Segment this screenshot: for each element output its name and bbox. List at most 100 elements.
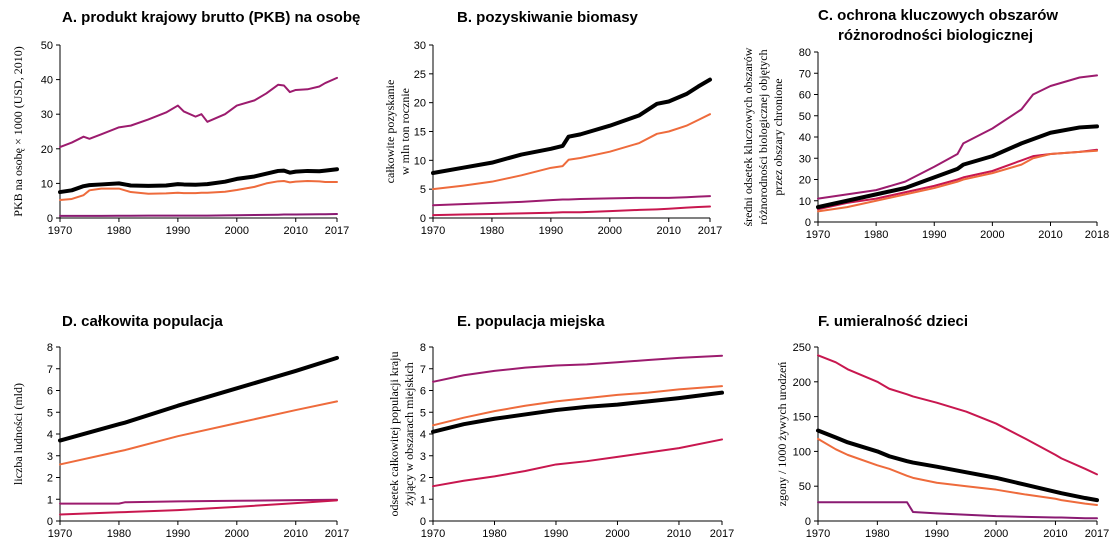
y-tick-label: 10 [799, 196, 811, 208]
y-tick-label: 150 [793, 412, 811, 424]
y-axis-label: zgony / 1000 żywych urodzeń [775, 362, 789, 507]
panel-title: E. populacja miejska [457, 313, 605, 330]
x-tick-label: 2000 [984, 528, 1008, 540]
y-tick-label: 200 [793, 377, 811, 389]
y-tick-label: 50 [799, 111, 811, 123]
x-tick-label: 2017 [325, 225, 349, 237]
series-line [431, 390, 724, 434]
series-line [59, 498, 338, 505]
series-line [58, 167, 339, 195]
x-tick-label: 2000 [605, 528, 629, 540]
panel-title: C. ochrona kluczowych obszarów [818, 7, 1058, 24]
y-tick-label: 5 [420, 407, 426, 419]
y-tick-label: 60 [799, 90, 811, 102]
x-tick-label: 1980 [865, 528, 889, 540]
y-tick-label: 2 [420, 473, 426, 485]
y-tick-label: 7 [420, 364, 426, 376]
y-axis-label: różnorodności biologicznej objętych [756, 49, 770, 224]
y-tick-label: 0 [805, 516, 811, 528]
series-line [59, 499, 338, 516]
y-tick-label: 80 [799, 47, 811, 59]
x-tick-label: 1990 [924, 528, 948, 540]
y-axis-label: średni odsetek kluczowych obszarów [741, 47, 755, 226]
x-tick-label: 1970 [806, 528, 830, 540]
y-tick-label: 50 [799, 481, 811, 493]
x-tick-label: 1970 [421, 225, 445, 237]
y-tick-label: 5 [47, 407, 53, 419]
y-tick-label: 40 [41, 75, 53, 87]
panel: A. produkt krajowy brutto (PKB) na osobę… [11, 9, 360, 237]
x-tick-label: 1980 [482, 528, 506, 540]
y-axis-label: w mln ton rocznie [398, 88, 412, 175]
y-tick-label: 8 [47, 342, 53, 354]
x-tick-label: 1980 [107, 528, 131, 540]
x-tick-label: 1980 [480, 225, 504, 237]
y-tick-label: 1 [47, 494, 53, 506]
series-line [816, 124, 1099, 210]
y-tick-label: 0 [47, 516, 53, 528]
x-tick-label: 2018 [1085, 229, 1109, 241]
panel: D. całkowita populacja liczba ludności (m… [11, 313, 349, 540]
panel: E. populacja miejska odsetek całkowitej p… [387, 313, 734, 540]
y-tick-label: 8 [420, 342, 426, 354]
x-tick-label: 2010 [284, 528, 308, 540]
series-line [59, 76, 338, 149]
x-tick-label: 2010 [667, 528, 691, 540]
panel-title: różnorodności biologicznej [838, 27, 1033, 44]
y-axis-label: całkowite pozyskanie [383, 80, 397, 184]
series-line [59, 213, 338, 217]
y-tick-label: 2 [47, 473, 53, 485]
series-line [817, 354, 1098, 476]
y-tick-label: 6 [47, 386, 53, 398]
x-tick-label: 1990 [544, 528, 568, 540]
series-line [432, 354, 723, 383]
y-tick-label: 100 [793, 446, 811, 458]
y-axis-label: liczba ludności (mld) [11, 383, 25, 485]
y-tick-label: 250 [793, 342, 811, 354]
y-tick-label: 30 [41, 109, 53, 121]
x-tick-label: 2017 [325, 528, 349, 540]
x-tick-label: 2017 [1085, 528, 1109, 540]
x-tick-label: 1990 [166, 528, 190, 540]
y-tick-label: 0 [420, 213, 426, 225]
y-tick-label: 1 [420, 494, 426, 506]
series-line [59, 400, 338, 466]
x-tick-label: 1980 [107, 225, 131, 237]
y-tick-label: 5 [420, 184, 426, 196]
series-line [432, 385, 723, 427]
panel: B. pozyskiwanie biomasy całkowite pozyska… [383, 9, 722, 237]
y-tick-label: 4 [47, 429, 53, 441]
y-tick-label: 10 [41, 178, 53, 190]
x-tick-label: 2000 [225, 528, 249, 540]
panel-title: B. pozyskiwanie biomasy [457, 9, 639, 26]
y-tick-label: 7 [47, 364, 53, 376]
panel: C. ochrona kluczowych obszarów różnorodno… [741, 7, 1109, 241]
series-line [58, 355, 339, 443]
y-tick-label: 0 [47, 213, 53, 225]
series-line [431, 77, 712, 176]
y-tick-label: 70 [799, 68, 811, 80]
series-line [816, 428, 1099, 503]
x-tick-label: 2000 [225, 225, 249, 237]
series-line [817, 74, 1098, 200]
series-line [817, 437, 1098, 506]
y-tick-label: 30 [799, 153, 811, 165]
y-axis-label: odsetek całkowitej populacji kraju [387, 352, 401, 517]
y-tick-label: 0 [420, 516, 426, 528]
x-tick-label: 1970 [48, 528, 72, 540]
y-tick-label: 50 [41, 40, 53, 52]
y-tick-label: 6 [420, 386, 426, 398]
x-tick-label: 2000 [980, 229, 1004, 241]
series-line [817, 148, 1098, 211]
y-axis-label: przez obszary chronione [771, 78, 785, 195]
x-tick-label: 1970 [806, 229, 830, 241]
y-tick-label: 40 [799, 132, 811, 144]
x-tick-label: 2010 [657, 225, 681, 237]
y-tick-label: 30 [414, 40, 426, 52]
x-tick-label: 2017 [698, 225, 722, 237]
x-tick-label: 1990 [539, 225, 563, 237]
panel-title: D. całkowita populacja [62, 313, 224, 330]
x-tick-label: 1970 [421, 528, 445, 540]
x-tick-label: 2000 [598, 225, 622, 237]
